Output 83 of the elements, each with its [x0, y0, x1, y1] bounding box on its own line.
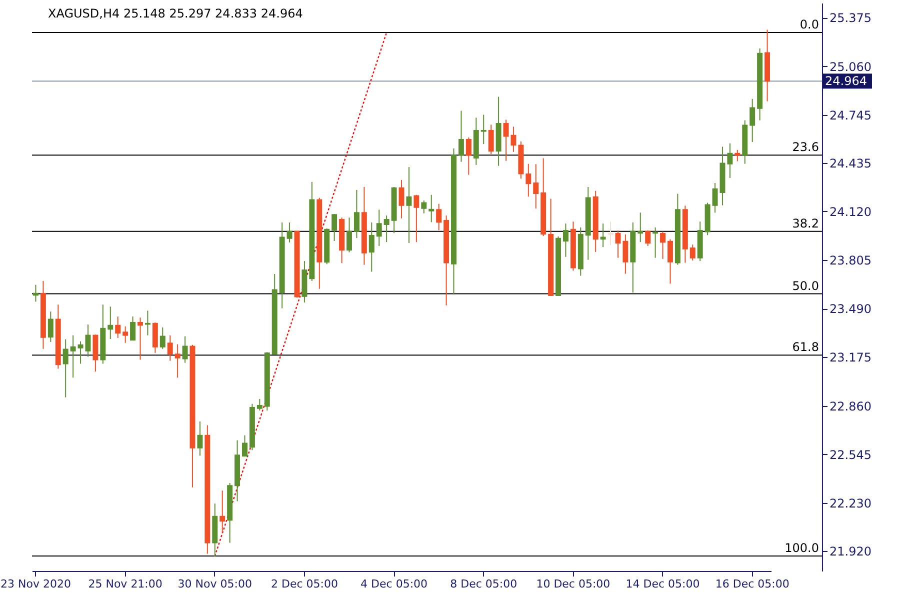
- x-tick-label: 10 Dec 05:00: [536, 578, 610, 590]
- candlestick: [727, 142, 733, 179]
- candlestick: [615, 230, 621, 258]
- y-tick-label: 23.175: [830, 350, 872, 365]
- x-tick-label: 8 Dec 05:00: [450, 578, 518, 590]
- y-tick-label: 23.805: [830, 253, 872, 268]
- candlestick: [174, 344, 180, 378]
- candlestick: [480, 114, 486, 145]
- candlestick: [652, 226, 658, 258]
- candlestick: [414, 194, 420, 243]
- y-tick-label: 22.860: [830, 399, 872, 414]
- candlestick: [466, 136, 472, 176]
- candlestick: [667, 238, 673, 284]
- candlestick: [138, 317, 143, 360]
- x-tick-label: 2 Dec 05:00: [270, 578, 338, 590]
- candlestick: [332, 213, 338, 242]
- candlestick: [122, 326, 128, 344]
- candlestick: [510, 126, 516, 152]
- candlestick: [70, 334, 76, 378]
- candlestick: [115, 316, 121, 338]
- candlestick: [220, 490, 226, 534]
- candlestick: [167, 334, 173, 362]
- candlestick: [734, 149, 740, 162]
- annotation: 50.0: [792, 278, 819, 293]
- candlestick: [526, 163, 532, 198]
- y-tick-label: 24.120: [830, 204, 872, 219]
- candlestick: [368, 222, 374, 272]
- candlestick: [160, 326, 166, 350]
- candlestick: [286, 222, 292, 243]
- y-tick-label: 25.060: [830, 60, 872, 74]
- candlestick: [690, 244, 696, 261]
- x-tick-label: 4 Dec 05:00: [360, 578, 428, 590]
- candlestick: [197, 420, 203, 456]
- x-tick-label: 16 Dec 05:00: [715, 578, 790, 590]
- y-tick-label: 22.545: [830, 448, 872, 462]
- candlestick: [398, 180, 404, 219]
- candlestick: [600, 223, 606, 248]
- candlestick: [645, 230, 651, 246]
- candlestick: [488, 124, 494, 154]
- candlestick: [638, 212, 644, 243]
- candlestick: [242, 434, 248, 457]
- y-tick-label: 24.435: [830, 156, 872, 170]
- candlestick: [182, 336, 188, 364]
- annotation: 61.8: [792, 340, 819, 354]
- candlestick: [48, 311, 54, 342]
- x-tick-label: 25 Nov 21:00: [88, 578, 162, 590]
- candlestick: [562, 223, 568, 258]
- candlestick: [458, 110, 464, 162]
- candlestick: [436, 203, 442, 231]
- y-tick-label: 24.745: [830, 108, 872, 122]
- x-tick-label: 23 Nov 2020: [0, 578, 71, 590]
- x-tick-label: 30 Nov 05:00: [178, 578, 252, 590]
- candlestick: [406, 166, 412, 244]
- y-tick-label: 25.375: [830, 11, 872, 26]
- ref-line-label: 24.964: [825, 74, 867, 88]
- y-tick-label: 23.490: [830, 302, 872, 316]
- chart-title: XAGUSD,H4 25.148 25.297 24.833 24.964: [48, 6, 303, 20]
- candlestick: [376, 209, 382, 246]
- candlestick: [354, 189, 360, 239]
- candlestick: [32, 284, 38, 302]
- candlestick: [608, 221, 614, 246]
- candlestick: [62, 338, 68, 398]
- candlestick: [428, 194, 434, 223]
- candlestick: [130, 316, 136, 340]
- candlestick: [384, 215, 390, 243]
- candlestick: [346, 217, 352, 253]
- x-tick-label: 14 Dec 05:00: [626, 578, 700, 590]
- annotation: 100.0: [784, 541, 819, 556]
- candlestick: [503, 119, 509, 162]
- candlestick: [152, 322, 158, 354]
- annotation: 38.2: [792, 216, 819, 230]
- candlestick: [622, 234, 628, 274]
- candlestick: [750, 98, 756, 143]
- annotation: 23.6: [792, 140, 819, 154]
- candlestick: [108, 306, 114, 340]
- y-tick-label: 22.230: [830, 496, 872, 511]
- annotation: 0.0: [800, 17, 819, 32]
- candlestick: [533, 164, 539, 209]
- y-tick-label: 21.920: [830, 544, 872, 558]
- candlestick: [256, 398, 262, 411]
- candlestick: [421, 200, 427, 214]
- candlestick: [144, 310, 150, 336]
- candlestick: [660, 230, 666, 260]
